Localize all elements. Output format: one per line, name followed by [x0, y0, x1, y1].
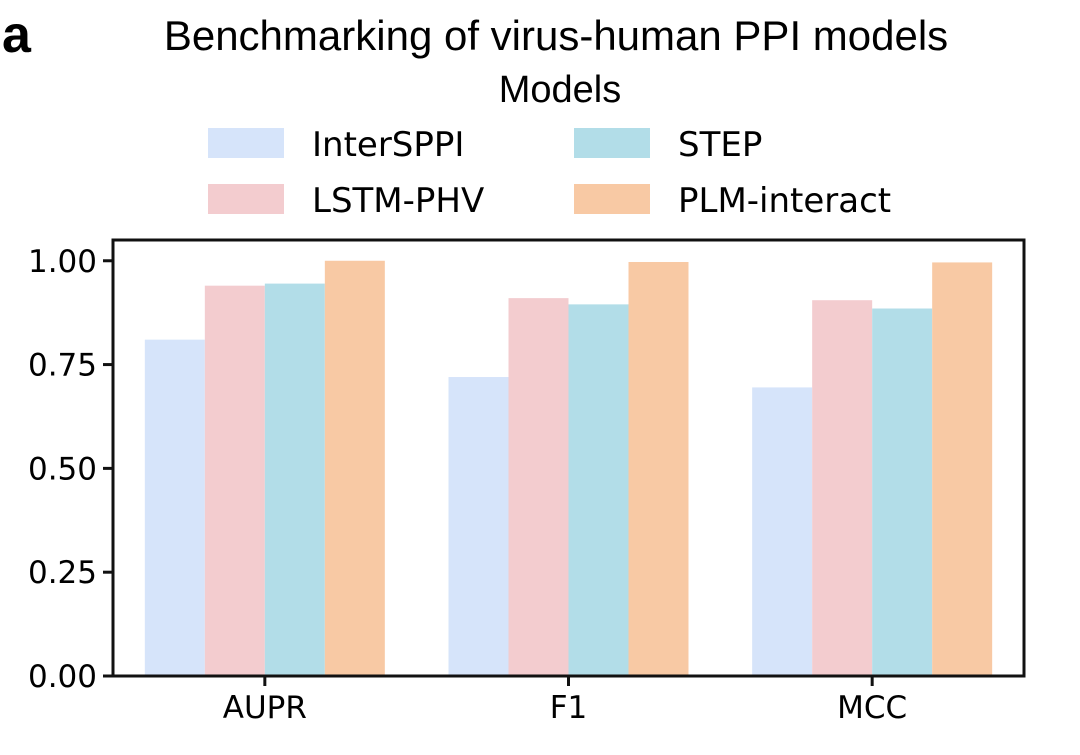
legend-swatch-2 — [574, 128, 650, 158]
y-tick-label: 1.00 — [28, 244, 97, 280]
bar-f1-step — [568, 304, 629, 676]
y-tick-label: 0.25 — [28, 555, 97, 591]
bar-aupr-step — [264, 283, 325, 676]
x-tick-label-f1: F1 — [550, 690, 588, 726]
panel-label: a — [2, 6, 32, 64]
bar-mcc-step — [872, 308, 933, 676]
bar-aupr-lstm-phv — [204, 285, 265, 676]
legend-label-2: STEP — [678, 125, 762, 165]
bar-f1-intersppi — [448, 377, 509, 676]
y-tick-label: 0.75 — [28, 348, 97, 384]
bar-f1-plm-interact — [628, 262, 689, 676]
y-tick-label: 0.00 — [28, 659, 97, 695]
bar-mcc-plm-interact — [932, 262, 993, 676]
legend-label-0: InterSPPI — [312, 125, 464, 165]
legend-label-1: LSTM-PHV — [312, 181, 484, 221]
bar-mcc-intersppi — [752, 387, 813, 676]
plot-frame — [111, 238, 1026, 678]
y-axis: 0.00 0.25 0.50 0.75 1.00 — [28, 244, 113, 695]
chart-title: Benchmarking of virus-human PPI models — [164, 12, 948, 59]
bar-aupr-intersppi — [144, 339, 205, 676]
x-tick-label-mcc: MCC — [837, 690, 907, 726]
plot-area: 0.00 0.25 0.50 0.75 1.00 AUPR F1 MCC — [28, 238, 1026, 726]
bar-aupr-plm-interact — [324, 260, 385, 676]
bar-f1-lstm-phv — [508, 298, 569, 676]
legend-swatch-3 — [574, 184, 650, 214]
legend-swatch-0 — [208, 128, 284, 158]
x-axis: AUPR F1 MCC — [223, 676, 907, 726]
bar-mcc-lstm-phv — [812, 300, 873, 676]
x-tick-label-aupr: AUPR — [223, 690, 307, 726]
bars-group — [144, 260, 993, 676]
y-tick-label: 0.50 — [28, 451, 97, 487]
legend-swatch-1 — [208, 184, 284, 214]
legend-title: Models — [499, 69, 622, 111]
legend-label-3: PLM-interact — [678, 181, 891, 221]
legend: Models InterSPPI LSTM-PHV STEP PLM-interact — [208, 69, 891, 221]
